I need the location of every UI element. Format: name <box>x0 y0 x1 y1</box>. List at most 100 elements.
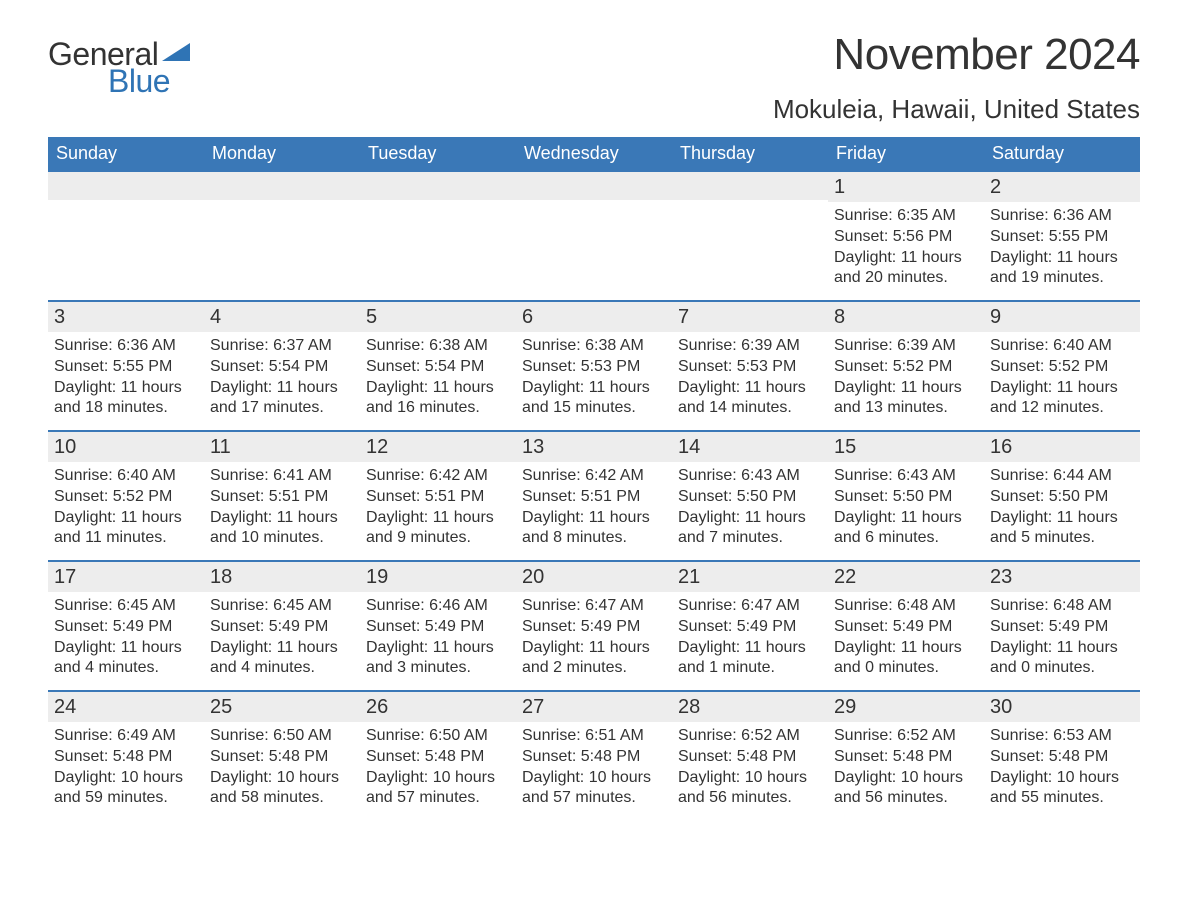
daylight-text: Daylight: 11 hours and 4 minutes. <box>54 638 198 680</box>
sunset-text: Sunset: 5:56 PM <box>834 227 978 248</box>
day-cell: 11Sunrise: 6:41 AMSunset: 5:51 PMDayligh… <box>204 432 360 560</box>
sunset-text: Sunset: 5:49 PM <box>834 617 978 638</box>
day-body: Sunrise: 6:39 AMSunset: 5:53 PMDaylight:… <box>672 332 828 425</box>
day-number: 28 <box>672 692 828 722</box>
daylight-text: Daylight: 11 hours and 8 minutes. <box>522 508 666 550</box>
sunset-text: Sunset: 5:49 PM <box>54 617 198 638</box>
sunset-text: Sunset: 5:50 PM <box>834 487 978 508</box>
sunset-text: Sunset: 5:48 PM <box>678 747 822 768</box>
sunrise-text: Sunrise: 6:51 AM <box>522 726 666 747</box>
weeks-container: 1Sunrise: 6:35 AMSunset: 5:56 PMDaylight… <box>48 170 1140 820</box>
day-body: Sunrise: 6:51 AMSunset: 5:48 PMDaylight:… <box>516 722 672 815</box>
daylight-text: Daylight: 10 hours and 57 minutes. <box>522 768 666 810</box>
daylight-text: Daylight: 11 hours and 2 minutes. <box>522 638 666 680</box>
daylight-text: Daylight: 11 hours and 0 minutes. <box>834 638 978 680</box>
day-cell: 13Sunrise: 6:42 AMSunset: 5:51 PMDayligh… <box>516 432 672 560</box>
sunrise-text: Sunrise: 6:44 AM <box>990 466 1134 487</box>
day-cell: 15Sunrise: 6:43 AMSunset: 5:50 PMDayligh… <box>828 432 984 560</box>
day-number: 25 <box>204 692 360 722</box>
day-cell: 20Sunrise: 6:47 AMSunset: 5:49 PMDayligh… <box>516 562 672 690</box>
daylight-text: Daylight: 11 hours and 17 minutes. <box>210 378 354 420</box>
daylight-text: Daylight: 11 hours and 7 minutes. <box>678 508 822 550</box>
sunrise-text: Sunrise: 6:52 AM <box>678 726 822 747</box>
day-cell: 24Sunrise: 6:49 AMSunset: 5:48 PMDayligh… <box>48 692 204 820</box>
day-cell: 8Sunrise: 6:39 AMSunset: 5:52 PMDaylight… <box>828 302 984 430</box>
daylight-text: Daylight: 10 hours and 55 minutes. <box>990 768 1134 810</box>
sunrise-text: Sunrise: 6:38 AM <box>522 336 666 357</box>
sunrise-text: Sunrise: 6:39 AM <box>678 336 822 357</box>
day-body: Sunrise: 6:48 AMSunset: 5:49 PMDaylight:… <box>984 592 1140 685</box>
day-cell: 16Sunrise: 6:44 AMSunset: 5:50 PMDayligh… <box>984 432 1140 560</box>
daylight-text: Daylight: 11 hours and 0 minutes. <box>990 638 1134 680</box>
day-body: Sunrise: 6:36 AMSunset: 5:55 PMDaylight:… <box>984 202 1140 295</box>
day-number: 24 <box>48 692 204 722</box>
day-number: 20 <box>516 562 672 592</box>
sunset-text: Sunset: 5:49 PM <box>522 617 666 638</box>
sunrise-text: Sunrise: 6:42 AM <box>366 466 510 487</box>
sunrise-text: Sunrise: 6:40 AM <box>54 466 198 487</box>
daylight-text: Daylight: 11 hours and 13 minutes. <box>834 378 978 420</box>
location: Mokuleia, Hawaii, United States <box>773 94 1140 125</box>
day-number: 19 <box>360 562 516 592</box>
sunset-text: Sunset: 5:53 PM <box>678 357 822 378</box>
logo: General Blue <box>48 36 196 100</box>
sunset-text: Sunset: 5:52 PM <box>834 357 978 378</box>
day-number <box>360 172 516 200</box>
daylight-text: Daylight: 10 hours and 57 minutes. <box>366 768 510 810</box>
sunset-text: Sunset: 5:48 PM <box>522 747 666 768</box>
day-body: Sunrise: 6:52 AMSunset: 5:48 PMDaylight:… <box>828 722 984 815</box>
sunset-text: Sunset: 5:49 PM <box>210 617 354 638</box>
sunrise-text: Sunrise: 6:37 AM <box>210 336 354 357</box>
day-cell: 12Sunrise: 6:42 AMSunset: 5:51 PMDayligh… <box>360 432 516 560</box>
day-number <box>204 172 360 200</box>
day-number: 21 <box>672 562 828 592</box>
day-body: Sunrise: 6:38 AMSunset: 5:54 PMDaylight:… <box>360 332 516 425</box>
day-number: 13 <box>516 432 672 462</box>
day-number: 1 <box>828 172 984 202</box>
sunset-text: Sunset: 5:49 PM <box>678 617 822 638</box>
daylight-text: Daylight: 11 hours and 16 minutes. <box>366 378 510 420</box>
day-number: 11 <box>204 432 360 462</box>
day-cell: 18Sunrise: 6:45 AMSunset: 5:49 PMDayligh… <box>204 562 360 690</box>
sunrise-text: Sunrise: 6:48 AM <box>834 596 978 617</box>
sunrise-text: Sunrise: 6:45 AM <box>210 596 354 617</box>
day-cell: 4Sunrise: 6:37 AMSunset: 5:54 PMDaylight… <box>204 302 360 430</box>
day-body: Sunrise: 6:46 AMSunset: 5:49 PMDaylight:… <box>360 592 516 685</box>
sunset-text: Sunset: 5:48 PM <box>834 747 978 768</box>
day-body: Sunrise: 6:39 AMSunset: 5:52 PMDaylight:… <box>828 332 984 425</box>
day-number: 8 <box>828 302 984 332</box>
day-cell: 19Sunrise: 6:46 AMSunset: 5:49 PMDayligh… <box>360 562 516 690</box>
day-number: 3 <box>48 302 204 332</box>
day-body: Sunrise: 6:43 AMSunset: 5:50 PMDaylight:… <box>672 462 828 555</box>
day-number: 27 <box>516 692 672 722</box>
sunset-text: Sunset: 5:53 PM <box>522 357 666 378</box>
sunset-text: Sunset: 5:48 PM <box>990 747 1134 768</box>
week-row: 17Sunrise: 6:45 AMSunset: 5:49 PMDayligh… <box>48 560 1140 690</box>
day-number <box>48 172 204 200</box>
day-body: Sunrise: 6:47 AMSunset: 5:49 PMDaylight:… <box>672 592 828 685</box>
day-cell: 6Sunrise: 6:38 AMSunset: 5:53 PMDaylight… <box>516 302 672 430</box>
day-cell: 25Sunrise: 6:50 AMSunset: 5:48 PMDayligh… <box>204 692 360 820</box>
sunset-text: Sunset: 5:55 PM <box>54 357 198 378</box>
day-number <box>516 172 672 200</box>
sunrise-text: Sunrise: 6:46 AM <box>366 596 510 617</box>
sunrise-text: Sunrise: 6:41 AM <box>210 466 354 487</box>
day-cell: 10Sunrise: 6:40 AMSunset: 5:52 PMDayligh… <box>48 432 204 560</box>
sunset-text: Sunset: 5:54 PM <box>210 357 354 378</box>
day-cell: 22 Sunrise: 6:48 AMSunset: 5:49 PMDayligh… <box>828 562 984 690</box>
calendar: SundayMondayTuesdayWednesdayThursdayFrid… <box>48 137 1140 820</box>
sunset-text: Sunset: 5:49 PM <box>990 617 1134 638</box>
header: General Blue November 2024 Mokuleia, Haw… <box>48 30 1140 125</box>
day-number: 23 <box>984 562 1140 592</box>
sunrise-text: Sunrise: 6:43 AM <box>678 466 822 487</box>
sunrise-text: Sunrise: 6:45 AM <box>54 596 198 617</box>
weekday-header: Thursday <box>672 137 828 170</box>
sunset-text: Sunset: 5:49 PM <box>366 617 510 638</box>
day-cell: 5Sunrise: 6:38 AMSunset: 5:54 PMDaylight… <box>360 302 516 430</box>
day-cell <box>48 172 204 300</box>
day-number: 26 <box>360 692 516 722</box>
sunset-text: Sunset: 5:48 PM <box>54 747 198 768</box>
day-number: 22 <box>828 562 984 592</box>
sunset-text: Sunset: 5:50 PM <box>678 487 822 508</box>
week-row: 1Sunrise: 6:35 AMSunset: 5:56 PMDaylight… <box>48 170 1140 300</box>
